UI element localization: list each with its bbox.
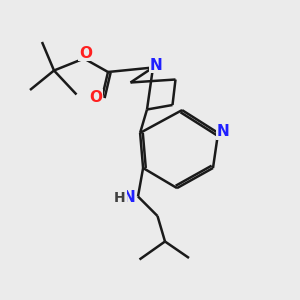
Text: O: O <box>89 90 102 105</box>
Text: N: N <box>217 124 230 139</box>
Text: N: N <box>123 190 135 206</box>
Text: H: H <box>114 191 126 205</box>
Text: O: O <box>79 46 92 61</box>
Text: N: N <box>150 58 162 73</box>
